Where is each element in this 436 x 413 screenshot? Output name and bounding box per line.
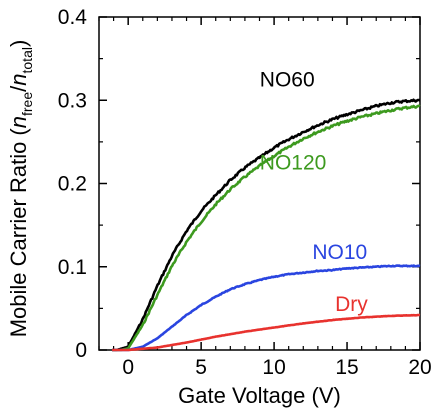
x-tick-label: 10: [262, 356, 285, 379]
y-axis-title-prefix: Mobile Carrier Ratio (: [6, 128, 31, 338]
series-label-no10: NO10: [312, 241, 367, 264]
y-axis-title-sub-total: total: [19, 47, 35, 73]
y-axis-title-slash: /: [6, 85, 31, 92]
series-line-dry: [112, 313, 421, 352]
y-tick-label: 0.3: [58, 89, 87, 112]
series-label-dry: Dry: [335, 293, 368, 316]
y-axis-title: Mobile Carrier Ratio (nfree/ntotal): [6, 40, 35, 338]
y-axis-title-sub-free: free: [19, 92, 35, 116]
y-tick-label: 0.2: [58, 173, 87, 196]
tick-labels: 0 5 10 15 20 0 0.1 0.2 0.3 0.4: [58, 6, 432, 379]
y-tick-label: 0.4: [58, 6, 88, 29]
y-tick-label: 0: [75, 339, 87, 362]
x-tick-label: 20: [408, 356, 431, 379]
plot-area: [98, 16, 421, 352]
series-line-no120: [112, 104, 421, 352]
x-axis-title: Gate Voltage (V): [178, 383, 341, 408]
y-axis-title-n-free: n: [6, 116, 31, 128]
series-label-no120: NO120: [260, 152, 327, 175]
y-axis-title-suffix: ): [6, 40, 31, 47]
x-tick-label: 5: [195, 356, 207, 379]
x-tick-label: 15: [335, 356, 358, 379]
y-axis-title-n-total: n: [6, 73, 31, 85]
series-line-no10: [112, 264, 421, 352]
y-tick-label: 0.1: [58, 256, 87, 279]
plot-frame: [98, 16, 421, 351]
tick-marks: [98, 16, 421, 351]
series-line-no60: [112, 98, 421, 352]
series-label-no60: NO60: [260, 68, 315, 91]
series-lines: [112, 98, 421, 352]
x-tick-label: 0: [122, 356, 134, 379]
series-labels: NO60 NO120 NO10 Dry: [260, 68, 368, 316]
